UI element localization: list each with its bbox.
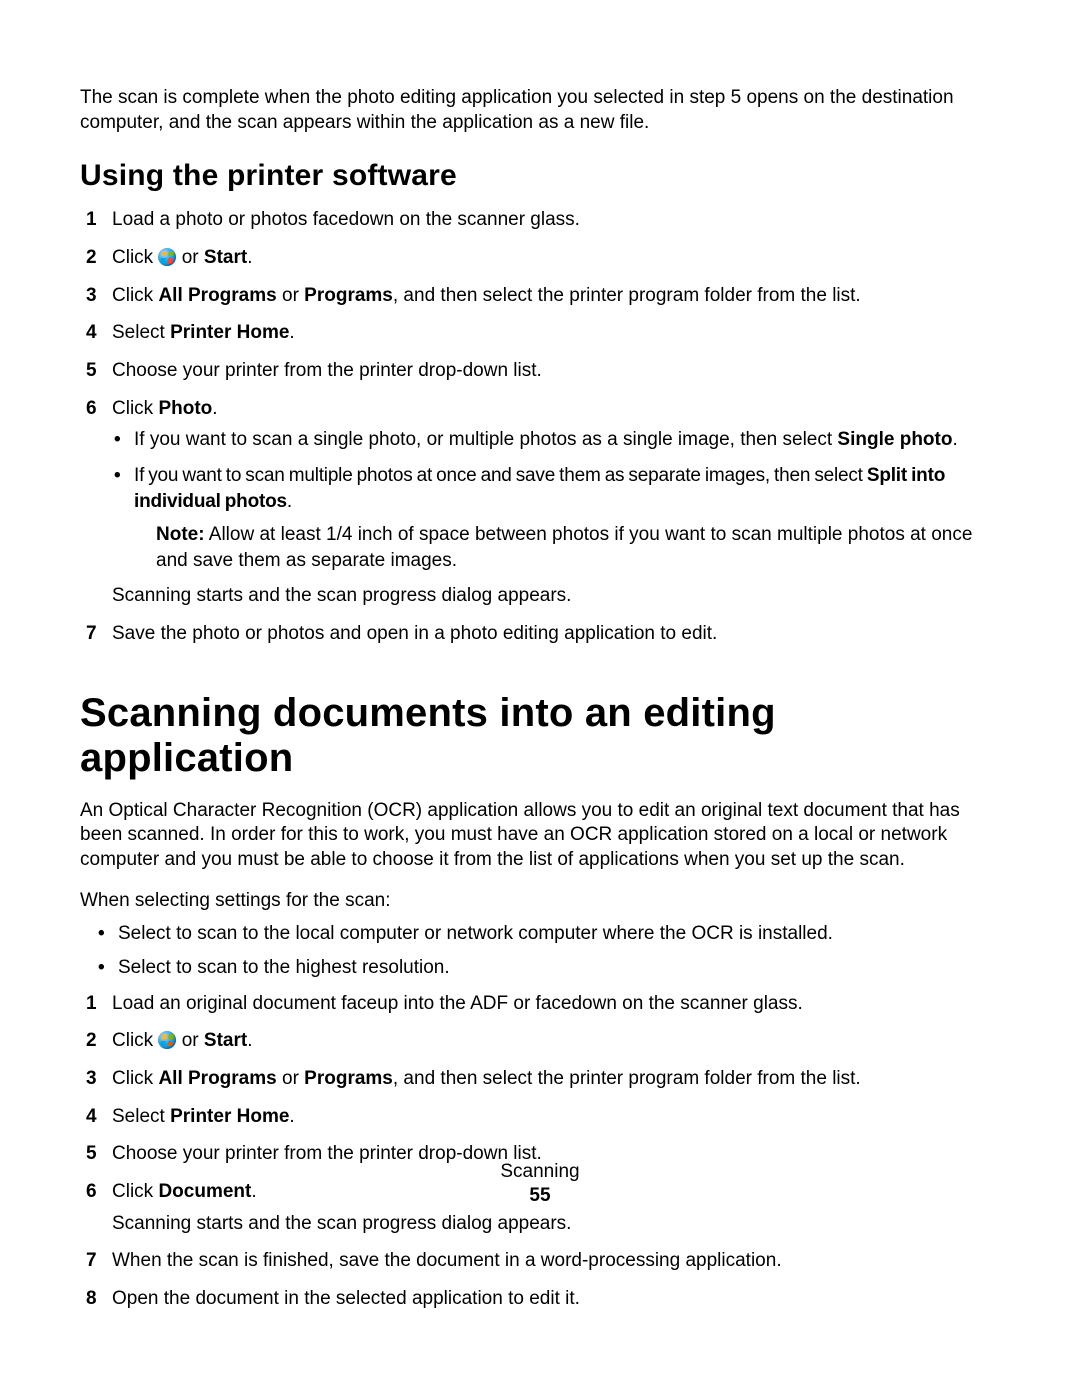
text: . bbox=[289, 1106, 294, 1127]
step: Save the photo or photos and open in a p… bbox=[80, 621, 1000, 647]
step-result: Scanning starts and the scan progress di… bbox=[112, 1211, 1000, 1237]
bold: Photo bbox=[158, 398, 212, 419]
text: or bbox=[176, 247, 203, 268]
text: Select bbox=[112, 1106, 170, 1127]
footer-section-label: Scanning bbox=[0, 1161, 1080, 1183]
text: Click bbox=[112, 1030, 158, 1051]
bold: All Programs bbox=[158, 285, 276, 306]
step: Click or Start. bbox=[80, 1028, 1000, 1054]
step: Load a photo or photos facedown on the s… bbox=[80, 207, 1000, 233]
step: Select Printer Home. bbox=[80, 320, 1000, 346]
bold: Single photo bbox=[837, 429, 952, 450]
footer-page-number: 55 bbox=[0, 1185, 1080, 1207]
step: Choose your printer from the printer dro… bbox=[80, 358, 1000, 384]
bullet: Select to scan to the local computer or … bbox=[80, 921, 1000, 947]
text: . bbox=[952, 429, 957, 450]
steps-list-1: Load a photo or photos facedown on the s… bbox=[80, 207, 1000, 646]
step: When the scan is finished, save the docu… bbox=[80, 1248, 1000, 1274]
bold: Start bbox=[204, 247, 247, 268]
text: Click bbox=[112, 1068, 158, 1089]
text: Click bbox=[112, 285, 158, 306]
settings-bullets: Select to scan to the local computer or … bbox=[80, 921, 1000, 980]
when-selecting-line: When selecting settings for the scan: bbox=[80, 889, 1000, 914]
step: Click All Programs or Programs, and then… bbox=[80, 1066, 1000, 1092]
text: . bbox=[287, 491, 292, 512]
text: Click bbox=[112, 398, 158, 419]
steps-list-2: Load an original document faceup into th… bbox=[80, 991, 1000, 1312]
text: or bbox=[277, 285, 304, 306]
bold: All Programs bbox=[158, 1068, 276, 1089]
bold: Printer Home bbox=[170, 1106, 289, 1127]
bold: Programs bbox=[304, 1068, 393, 1089]
intro-paragraph: The scan is complete when the photo edit… bbox=[80, 86, 1000, 135]
ocr-paragraph: An Optical Character Recognition (OCR) a… bbox=[80, 799, 1000, 873]
text: . bbox=[289, 322, 294, 343]
text: Click bbox=[112, 247, 158, 268]
text: . bbox=[247, 1030, 252, 1051]
step: Click All Programs or Programs, and then… bbox=[80, 283, 1000, 309]
bold: Programs bbox=[304, 285, 393, 306]
bold: Printer Home bbox=[170, 322, 289, 343]
bullet: If you want to scan multiple photos at o… bbox=[112, 463, 1000, 574]
step: Open the document in the selected applic… bbox=[80, 1286, 1000, 1312]
text: If you want to scan multiple photos at o… bbox=[134, 465, 867, 486]
text: or bbox=[277, 1068, 304, 1089]
text: , and then select the printer program fo… bbox=[393, 1068, 861, 1089]
bullet: If you want to scan a single photo, or m… bbox=[112, 427, 1000, 453]
page-footer: Scanning 55 bbox=[0, 1161, 1080, 1207]
text: . bbox=[212, 398, 217, 419]
note: Note: Allow at least 1/4 inch of space b… bbox=[156, 522, 1000, 573]
bold: Start bbox=[204, 1030, 247, 1051]
text: . bbox=[247, 247, 252, 268]
bullet: Select to scan to the highest resolution… bbox=[80, 955, 1000, 981]
windows-start-icon bbox=[158, 248, 176, 266]
step: Click Photo. If you want to scan a singl… bbox=[80, 396, 1000, 609]
step: Select Printer Home. bbox=[80, 1104, 1000, 1130]
sub-bullets: If you want to scan a single photo, or m… bbox=[112, 427, 1000, 573]
text: , and then select the printer program fo… bbox=[393, 285, 861, 306]
step-result: Scanning starts and the scan progress di… bbox=[112, 583, 1000, 609]
text: Select bbox=[112, 322, 170, 343]
note-text: Allow at least 1/4 inch of space between… bbox=[156, 524, 972, 571]
step: Load an original document faceup into th… bbox=[80, 991, 1000, 1017]
step: Click or Start. bbox=[80, 245, 1000, 271]
chapter-heading-ocr: Scanning documents into an editing appli… bbox=[80, 691, 1000, 781]
note-label: Note: bbox=[156, 524, 205, 545]
text: If you want to scan a single photo, or m… bbox=[134, 429, 837, 450]
section-heading-software: Using the printer software bbox=[80, 159, 1000, 193]
document-page: The scan is complete when the photo edit… bbox=[0, 0, 1080, 1397]
windows-start-icon bbox=[158, 1031, 176, 1049]
text: or bbox=[176, 1030, 203, 1051]
